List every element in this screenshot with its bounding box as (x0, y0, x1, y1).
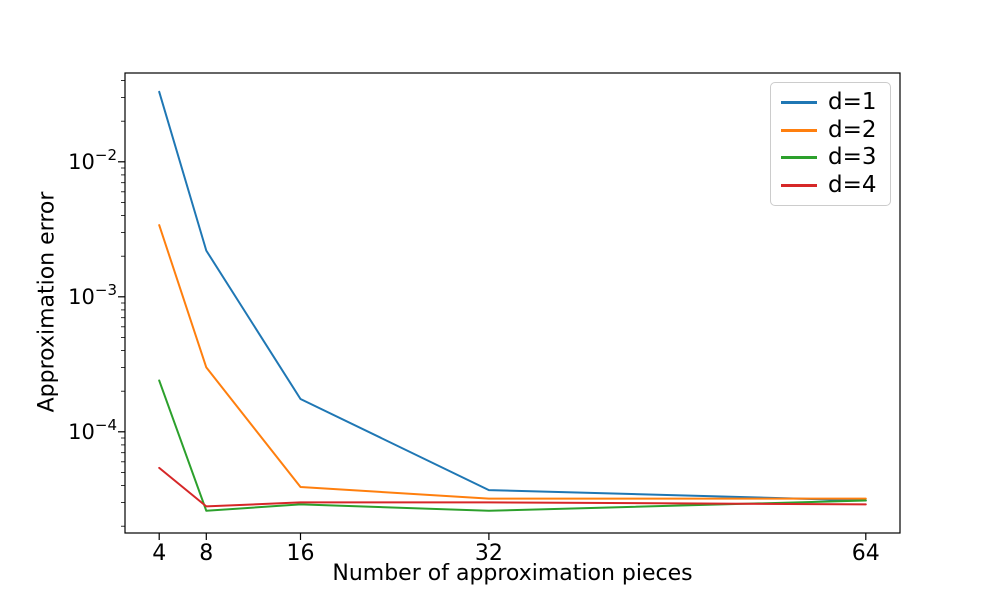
series-line-d4 (158, 466, 867, 508)
x-axis-label: Number of approximation pieces (332, 561, 693, 586)
legend-label: d=3 (828, 144, 877, 171)
legend-item-d2: d=2 (781, 116, 880, 143)
x-tick-label: 16 (287, 541, 315, 566)
legend-label: d=1 (828, 89, 877, 116)
x-tick-label: 64 (852, 541, 880, 566)
y-axis-label: Approximation error (34, 191, 60, 413)
legend-item-d4: d=4 (781, 171, 880, 198)
legend-label: d=4 (828, 171, 877, 198)
y-tick-label: 10−3 (68, 281, 117, 309)
legend: d=1 d=2 d=3 d=4 (770, 82, 891, 206)
legend-line-swatch (781, 101, 817, 105)
x-tick-label: 8 (199, 541, 213, 566)
x-tick-label: 4 (152, 541, 166, 566)
legend-label: d=2 (828, 116, 877, 143)
series-line-d1 (158, 90, 867, 502)
series-line-d2 (158, 224, 867, 500)
series-line-d3 (158, 379, 867, 512)
y-tick-label: 10−4 (68, 416, 117, 444)
y-tick-label: 10−2 (68, 146, 117, 174)
legend-line-swatch (781, 183, 817, 187)
legend-item-d3: d=3 (781, 146, 880, 169)
plot-border (124, 72, 901, 534)
x-tick-label: 32 (475, 541, 503, 566)
legend-line-swatch (781, 128, 817, 132)
legend-item-d1: d=1 (781, 91, 880, 114)
legend-line-swatch (781, 156, 817, 160)
